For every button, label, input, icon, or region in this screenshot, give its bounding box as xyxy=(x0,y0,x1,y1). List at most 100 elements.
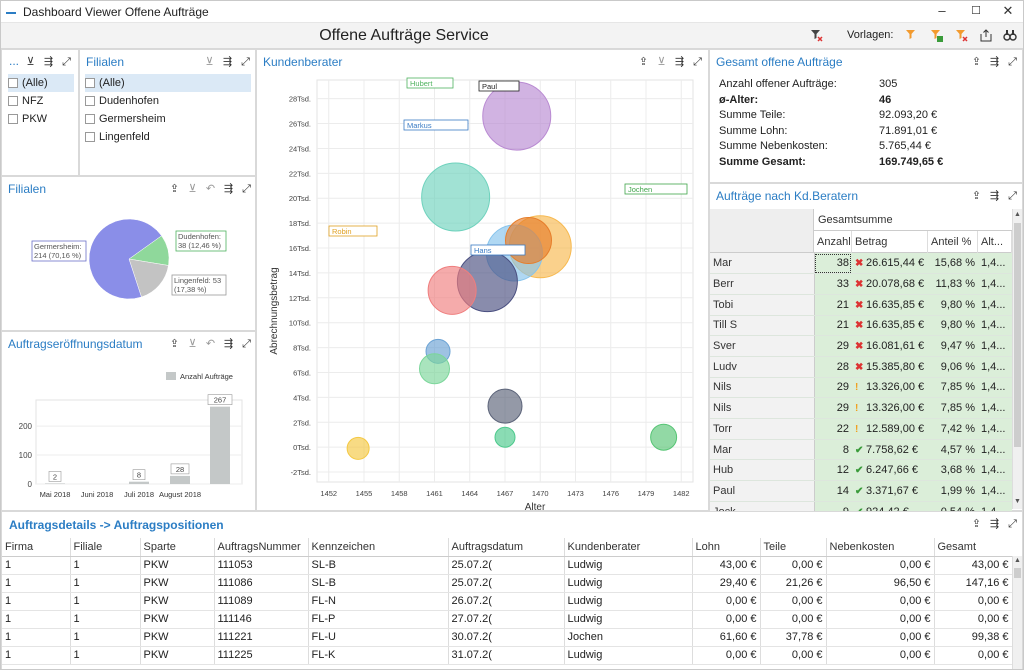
template-filter-icon[interactable] xyxy=(903,28,919,44)
row-header: Berr xyxy=(710,273,815,295)
multiselect-icon[interactable]: ⇶ xyxy=(989,55,1000,68)
maximize-icon[interactable]: ⤢ xyxy=(693,55,702,68)
table-row[interactable]: 1 1 PKW 111053 SL-B 25.07.2(Ludwig 43,00 €0,00… xyxy=(2,556,1012,575)
table-row[interactable]: Mar 38 ✖ 26.615,44 €15,68 % 1,4... xyxy=(710,253,1012,275)
row-header: Nils xyxy=(710,397,815,419)
warning-icon: ! xyxy=(855,403,859,415)
maximize-button[interactable]: ☐ xyxy=(971,5,981,17)
vertical-scrollbar[interactable]: ▲ xyxy=(1012,556,1022,669)
maximize-icon[interactable]: ⤢ xyxy=(62,55,71,68)
table-row[interactable]: 1 1 PKW 111225 FL-K 31.07.2(Ludwig 0,00 €0,00 … xyxy=(2,646,1012,665)
export-icon[interactable]: ⇪ xyxy=(169,337,180,350)
clear-filter-icon[interactable]: ⊻ xyxy=(188,182,197,195)
table-row[interactable]: Nils 29! 13.326,00 €7,85 % 1,4... xyxy=(710,377,1012,399)
close-button[interactable]: ✕ xyxy=(1002,3,1014,18)
multiselect-icon[interactable]: ⇶ xyxy=(989,517,1000,530)
export-icon[interactable]: ⇪ xyxy=(971,55,982,68)
undo-icon[interactable]: ↶ xyxy=(205,182,216,195)
clear-filter-icon[interactable]: ⊻ xyxy=(26,55,35,68)
column-header[interactable]: Firma xyxy=(2,538,71,557)
maximize-icon[interactable]: ⤢ xyxy=(1008,189,1017,202)
template-remove-icon[interactable] xyxy=(953,28,969,44)
cell-betrag: ✖ 26.615,44 € xyxy=(852,253,928,275)
maximize-icon[interactable]: ⤢ xyxy=(242,337,251,350)
list-item[interactable]: Dudenhofen xyxy=(85,92,251,110)
table-row[interactable]: Hub 12 ✔ 6.247,66 €3,68 % 1,4... xyxy=(710,459,1012,482)
table-row[interactable]: 1 1 PKW 111146 FL-P 27.07.2(Ludwig 0,00 €0,00 … xyxy=(2,610,1012,629)
clear-filter-icon[interactable] xyxy=(808,28,824,44)
column-header[interactable]: Alt... xyxy=(978,231,1012,253)
list-item[interactable]: PKW xyxy=(8,110,74,128)
export-icon[interactable] xyxy=(978,28,994,44)
x-tick-label: 1482 xyxy=(673,489,690,498)
vertical-scrollbar[interactable]: ▲ ▼ xyxy=(1012,209,1022,509)
y-axis-label: Abrechnungsbetrag xyxy=(269,267,280,354)
column-header[interactable]: Gesamt xyxy=(934,538,1012,557)
multiselect-icon[interactable]: ⇶ xyxy=(989,189,1000,202)
list-item[interactable]: Lingenfeld xyxy=(85,128,251,146)
clear-filter-icon[interactable]: ⊻ xyxy=(657,55,666,68)
maximize-icon[interactable]: ⤢ xyxy=(242,182,251,195)
maximize-icon[interactable]: ⤢ xyxy=(241,55,250,68)
multiselect-icon[interactable]: ⇶ xyxy=(222,55,233,68)
multiselect-icon[interactable]: ⇶ xyxy=(43,55,54,68)
minimize-button[interactable]: – xyxy=(938,3,946,18)
table-row[interactable]: 1 1 PKW 111089 FL-N 26.07.2(Ludwig 0,00 €0,00 … xyxy=(2,592,1012,611)
column-header[interactable]: Kennzeichen xyxy=(308,538,449,557)
template-add-icon[interactable] xyxy=(928,28,944,44)
column-header[interactable]: Anzahl xyxy=(814,231,852,253)
clear-filter-icon[interactable]: ⊻ xyxy=(188,337,197,350)
list-item[interactable]: (Alle) xyxy=(85,74,251,92)
list-item[interactable]: (Alle) xyxy=(8,74,74,92)
binoculars-icon[interactable] xyxy=(1002,28,1018,44)
table-row[interactable]: 1 1 PKW 111221 FL-U 30.07.2(Jochen 61,60 €37,7… xyxy=(2,628,1012,647)
column-header[interactable]: Anteil % xyxy=(928,231,978,253)
scroll-down-icon[interactable]: ▼ xyxy=(1014,498,1021,505)
multiselect-icon[interactable]: ⇶ xyxy=(223,182,234,195)
table-cell: 0,00 € xyxy=(826,556,935,575)
clear-filter-icon[interactable]: ⊻ xyxy=(205,55,214,68)
multiselect-icon[interactable]: ⇶ xyxy=(674,55,685,68)
table-row[interactable]: Paul 14 ✔ 3.371,67 €1,99 % 1,4... xyxy=(710,480,1012,502)
column-header[interactable]: Nebenkosten xyxy=(826,538,935,557)
table-row[interactable]: Berr 33 ✖ 20.078,68 €11,83 % 1,4... xyxy=(710,273,1012,295)
export-icon[interactable]: ⇪ xyxy=(971,189,982,202)
export-icon[interactable]: ⇪ xyxy=(971,517,982,530)
column-header[interactable]: Teile xyxy=(760,538,827,557)
cell-betrag: ! 12.589,00 € xyxy=(852,418,928,440)
table-cell: 1 xyxy=(70,646,141,665)
table-row[interactable]: Tobi 21 ✖ 16.635,85 €9,80 % 1,4... xyxy=(710,294,1012,316)
column-header[interactable]: Filiale xyxy=(70,538,141,557)
maximize-icon[interactable]: ⤢ xyxy=(1008,517,1017,530)
column-header[interactable]: Lohn xyxy=(692,538,761,557)
table-row[interactable]: Till S 21 ✖ 16.635,85 €9,80 % 1,4... xyxy=(710,315,1012,337)
column-header[interactable]: Sparte xyxy=(140,538,215,557)
summary-row: Summe Nebenkosten: 5.765,44 € xyxy=(719,140,1019,156)
column-header[interactable]: Betrag xyxy=(852,231,928,253)
cell-alter: 1,4... xyxy=(978,335,1012,357)
column-header[interactable]: AuftragsNummer xyxy=(214,538,309,557)
multiselect-icon[interactable]: ⇶ xyxy=(223,337,234,350)
cell-alter: 1,4... xyxy=(978,356,1012,378)
summary-value: 46 xyxy=(879,93,892,106)
list-item[interactable]: Germersheim xyxy=(85,110,251,128)
export-icon[interactable]: ⇪ xyxy=(638,55,649,68)
scroll-thumb[interactable] xyxy=(1014,568,1021,578)
column-header[interactable]: Auftragsdatum xyxy=(448,538,565,557)
scroll-up-icon[interactable]: ▲ xyxy=(1014,211,1021,218)
undo-icon[interactable]: ↶ xyxy=(205,337,216,350)
table-row[interactable]: Mar 8 ✔ 7.758,62 €4,57 % 1,4... xyxy=(710,439,1012,461)
scroll-thumb[interactable] xyxy=(1014,223,1021,447)
maximize-icon[interactable]: ⤢ xyxy=(1008,55,1017,68)
column-header[interactable]: Kundenberater xyxy=(564,538,693,557)
table-row[interactable]: Ludv 28 ✖ 15.385,80 €9,06 % 1,4... xyxy=(710,356,1012,378)
scroll-up-icon[interactable]: ▲ xyxy=(1014,557,1021,564)
table-row[interactable]: Sver 29 ✖ 16.081,61 €9,47 % 1,4... xyxy=(710,335,1012,357)
row-header: Ludv xyxy=(710,356,815,378)
export-icon[interactable]: ⇪ xyxy=(169,182,180,195)
table-row[interactable]: 1 1 PKW 111086 SL-B 25.07.2(Ludwig 29,40 €21,2… xyxy=(2,574,1012,593)
table-row[interactable]: Torr 22! 12.589,00 €7,42 % 1,4... xyxy=(710,418,1012,440)
table-row[interactable]: Nils 29! 13.326,00 €7,85 % 1,4... xyxy=(710,397,1012,419)
list-item[interactable]: NFZ xyxy=(8,92,74,110)
